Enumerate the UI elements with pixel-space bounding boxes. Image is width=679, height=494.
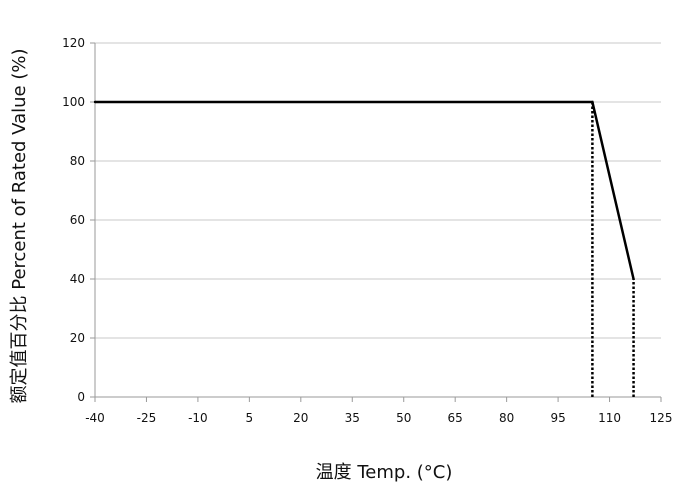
x-tick-label: 50: [396, 411, 411, 425]
axis-layer: [90, 42, 662, 402]
x-tick-label: 95: [550, 411, 565, 425]
x-tick-label: 125: [650, 411, 673, 425]
grid-layer: [95, 42, 661, 339]
reference-lines-layer: [591, 102, 635, 397]
x-tick-label: 80: [499, 411, 514, 425]
derating-curve-line: [95, 100, 635, 280]
x-tick-label: -25: [137, 411, 157, 425]
y-tick-label: 80: [70, 154, 85, 168]
x-tick-label: 5: [246, 411, 254, 425]
x-axis-title: 温度 Temp. (°C): [316, 462, 453, 483]
y-tick-label: 60: [70, 213, 85, 227]
x-tick-label: 110: [598, 411, 621, 425]
y-tick-label: 100: [62, 95, 85, 109]
series-layer: [93, 100, 635, 281]
y-tick-label: 120: [62, 36, 85, 50]
tick-labels-layer: 0 20 40 60 80 100 120 -40 -25 -10 5 20 35 50 65 80 95 110…: [62, 36, 672, 425]
data-point-2: [591, 100, 594, 104]
data-point-3: [632, 277, 635, 281]
y-tick-label: 40: [70, 272, 85, 286]
x-tick-label: 20: [293, 411, 308, 425]
x-tick-label: 35: [345, 411, 360, 425]
x-tick-label: 65: [448, 411, 463, 425]
y-axis-title: 额定值百分比 Percent of Rated Value (%): [9, 49, 30, 404]
y-tick-label: 20: [70, 331, 85, 345]
x-tick-label: -40: [85, 411, 105, 425]
y-tick-label: 0: [77, 390, 85, 404]
x-tick-label: -10: [188, 411, 208, 425]
data-point-1: [93, 100, 97, 104]
